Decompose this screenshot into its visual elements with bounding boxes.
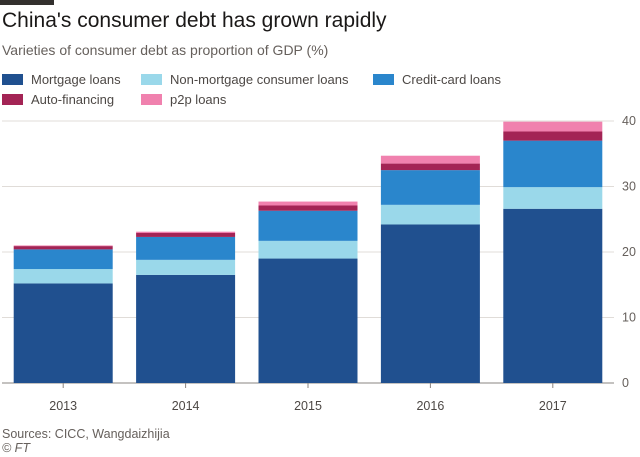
bar-2016-auto-financing: [380, 163, 480, 171]
y-tick-label-40: 40: [622, 114, 636, 128]
bar-2014-auto-financing: [136, 233, 236, 237]
legend-swatch-credit-card-loans: [373, 74, 394, 85]
bar-2017-credit-card-loans: [503, 140, 603, 188]
bar-2017-non-mortgage-consumer-loans: [503, 187, 603, 209]
bar-2013-non-mortgage-consumer-loans: [13, 269, 113, 284]
legend-label-mortgage-loans: Mortgage loans: [31, 72, 121, 87]
legend-swatch-mortgage-loans: [2, 74, 23, 85]
bar-2013-credit-card-loans: [13, 249, 113, 270]
bar-2017-mortgage-loans: [503, 208, 603, 383]
bar-2016-non-mortgage-consumer-loans: [380, 204, 480, 225]
legend-label-p2p-loans: p2p loans: [170, 92, 227, 107]
bar-2016-p2p-loans: [380, 155, 480, 164]
bar-2016-credit-card-loans: [380, 170, 480, 205]
legend-label-non-mortgage-consumer-loans: Non-mortgage consumer loans: [170, 72, 349, 87]
y-tick-label-20: 20: [622, 245, 636, 259]
legend-swatch-auto-financing: [2, 94, 23, 105]
legend-swatch-non-mortgage-consumer-loans: [141, 74, 162, 85]
legend-item-auto-financing: Auto-financing: [2, 92, 114, 107]
bar-2013-p2p-loans: [13, 245, 113, 247]
x-tick-label-2016: 2016: [416, 399, 444, 413]
bar-2014-p2p-loans: [136, 231, 236, 234]
bar-2015-auto-financing: [258, 205, 358, 211]
y-tick-label-30: 30: [622, 180, 636, 194]
legend-item-p2p-loans: p2p loans: [141, 92, 226, 107]
legend: Mortgage loans Non-mortgage consumer loa…: [0, 70, 640, 110]
legend-label-auto-financing: Auto-financing: [31, 92, 115, 107]
bar-2015-mortgage-loans: [258, 258, 358, 383]
bar-2013-auto-financing: [13, 246, 113, 250]
legend-swatch-p2p-loans: [141, 94, 162, 105]
x-tick-label-2014: 2014: [172, 399, 200, 413]
top-rule: [0, 0, 54, 5]
copyright-credit: © FT: [2, 441, 30, 455]
bar-2014-non-mortgage-consumer-loans: [136, 259, 236, 275]
legend-label-credit-card-loans: Credit-card loans: [402, 72, 501, 87]
x-tick-label-2013: 2013: [49, 399, 77, 413]
bar-2014-mortgage-loans: [136, 274, 236, 383]
y-tick-label-0: 0: [622, 376, 629, 390]
bar-2016-mortgage-loans: [380, 224, 480, 383]
y-tick-label-10: 10: [622, 311, 636, 325]
bar-2015-non-mortgage-consumer-loans: [258, 240, 358, 259]
legend-item-non-mortgage-consumer-loans: Non-mortgage consumer loans: [141, 72, 348, 87]
source-note: Sources: CICC, Wangdaizhijia: [2, 427, 170, 441]
x-tick-label-2015: 2015: [294, 399, 322, 413]
legend-item-credit-card-loans: Credit-card loans: [373, 72, 501, 87]
bar-2015-credit-card-loans: [258, 210, 358, 241]
bar-2017-p2p-loans: [503, 121, 603, 132]
bar-2017-auto-financing: [503, 131, 603, 141]
bar-2013-mortgage-loans: [13, 283, 113, 383]
x-tick-label-2017: 2017: [539, 399, 567, 413]
chart-title: China's consumer debt has grown rapidly: [2, 9, 387, 32]
bar-2014-credit-card-loans: [136, 236, 236, 260]
chart-subtitle: Varieties of consumer debt as proportion…: [2, 42, 329, 58]
bar-2015-p2p-loans: [258, 201, 358, 206]
legend-item-mortgage-loans: Mortgage loans: [2, 72, 121, 87]
